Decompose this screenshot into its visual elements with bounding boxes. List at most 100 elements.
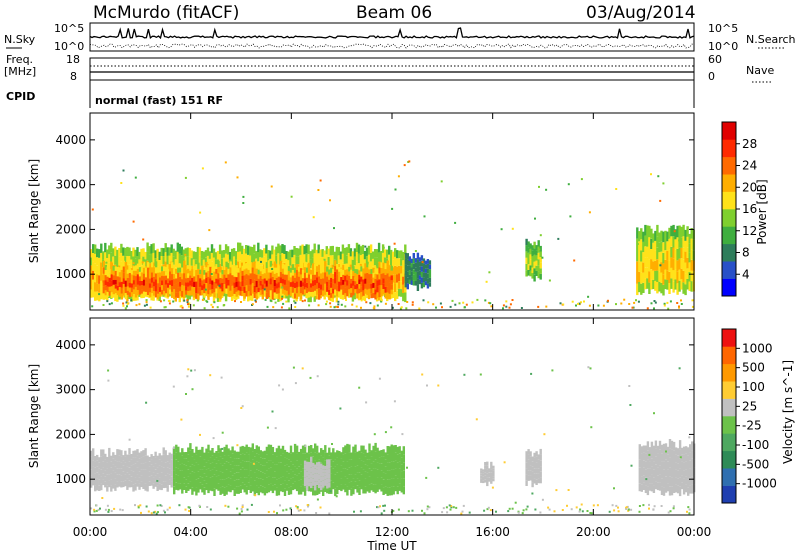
- freq-label: Freq.: [6, 53, 33, 66]
- heatmap-cell: [193, 265, 196, 272]
- scatter-cell: [134, 504, 136, 507]
- scatter-cell: [569, 215, 572, 218]
- scatter-cell: [534, 508, 537, 511]
- heatmap-cell: [225, 486, 228, 495]
- heatmap-cell: [249, 291, 252, 301]
- heatmap-cell: [110, 485, 113, 492]
- heatmap-cell: [239, 485, 242, 493]
- heatmap-cell: [386, 479, 389, 488]
- heatmap-cell: [92, 454, 95, 461]
- heatmap-cell: [124, 247, 127, 257]
- scatter-cell: [541, 256, 544, 259]
- scatter-cell: [145, 303, 148, 306]
- heatmap-cell: [94, 244, 97, 254]
- heatmap-cell: [386, 471, 389, 480]
- heatmap-cell: [422, 258, 426, 264]
- heatmap-cell: [289, 286, 293, 292]
- heatmap-cell: [686, 247, 689, 258]
- scatter-cell: [221, 447, 224, 450]
- heatmap-cell: [150, 262, 154, 268]
- heatmap-cell: [253, 480, 256, 488]
- heatmap-cell: [398, 483, 401, 491]
- scatter-cell: [631, 306, 634, 309]
- heatmap-cell: [396, 266, 399, 275]
- scatter-cell: [426, 505, 429, 508]
- heatmap-cell: [351, 259, 355, 269]
- heatmap-cell: [658, 440, 662, 450]
- heatmap-cell: [130, 459, 133, 466]
- heatmap-cell: [658, 457, 662, 466]
- heatmap-cell: [314, 264, 317, 270]
- heatmap-cell: [249, 477, 252, 486]
- heatmap-cell: [263, 273, 267, 279]
- scatter-cell: [607, 299, 609, 302]
- heatmap-cell: [116, 455, 119, 462]
- heatmap-cell: [104, 242, 107, 253]
- heatmap-cell: [283, 274, 287, 280]
- heatmap-cell: [166, 455, 169, 462]
- heatmap-cell: [209, 278, 212, 284]
- heatmap-cell: [213, 459, 216, 468]
- scatter-cell: [339, 407, 342, 410]
- heatmap-cell: [668, 283, 671, 294]
- scatter-cell: [172, 446, 175, 449]
- heatmap-cell: [301, 261, 304, 270]
- heatmap-cell: [371, 251, 375, 259]
- heatmap-cell: [355, 242, 359, 252]
- heatmap-cell: [120, 481, 123, 488]
- heatmap-cell: [175, 269, 178, 274]
- heatmap-cell: [185, 282, 188, 287]
- heatmap-cell: [161, 275, 164, 281]
- heatmap-cell: [110, 473, 113, 480]
- scatter-cell: [537, 305, 540, 308]
- heatmap-cell: [670, 449, 674, 459]
- scatter-cell: [95, 509, 98, 512]
- heatmap-cell: [215, 268, 218, 274]
- heatmap-cell: [682, 462, 686, 471]
- heatmap-cell: [388, 454, 391, 463]
- heatmap-cell: [662, 461, 666, 470]
- heatmap-cell: [358, 472, 361, 481]
- scatter-cell: [358, 386, 361, 389]
- scatter-cell: [635, 299, 637, 302]
- heatmap-cell: [235, 472, 238, 480]
- heatmap-cell: [426, 268, 430, 274]
- heatmap-cell: [392, 290, 395, 298]
- heatmap-cell: [674, 279, 677, 290]
- heatmap-cell: [185, 479, 188, 487]
- heatmap-cell: [364, 283, 367, 289]
- heatmap-cell: [324, 482, 327, 486]
- scatter-cell: [566, 504, 568, 507]
- heatmap-cell: [303, 254, 306, 263]
- heatmap-cell: [340, 277, 343, 282]
- heatmap-cell: [114, 270, 118, 276]
- heatmap-cell: [360, 452, 363, 461]
- heatmap-cell: [158, 260, 161, 269]
- heatmap-cell: [666, 446, 670, 455]
- heatmap-cell: [369, 244, 373, 253]
- heatmap-cell: [539, 454, 542, 461]
- heatmap-cell: [660, 251, 663, 262]
- scatter-cell: [520, 307, 523, 309]
- heatmap-cell: [271, 470, 275, 478]
- scatter-cell: [377, 506, 380, 509]
- heatmap-cell: [247, 468, 250, 476]
- heatmap-cell: [132, 464, 135, 472]
- scatter-cell: [421, 373, 424, 376]
- heatmap-cell: [537, 473, 540, 479]
- heatmap-cell: [525, 451, 528, 457]
- heatmap-cell: [535, 245, 538, 251]
- heatmap-cell: [678, 477, 682, 487]
- heatmap-cell: [225, 283, 228, 289]
- heatmap-cell: [343, 247, 347, 256]
- heatmap-cell: [318, 452, 321, 460]
- heatmap-cell: [678, 236, 681, 248]
- heatmap-cell: [310, 270, 313, 275]
- scatter-cell: [502, 307, 504, 310]
- heatmap-cell: [185, 274, 188, 279]
- heatmap-cell: [124, 474, 127, 481]
- heatmap-cell: [279, 260, 283, 267]
- heatmap-cell: [341, 244, 345, 254]
- heatmap-cell: [684, 229, 687, 241]
- heatmap-cell: [382, 464, 385, 473]
